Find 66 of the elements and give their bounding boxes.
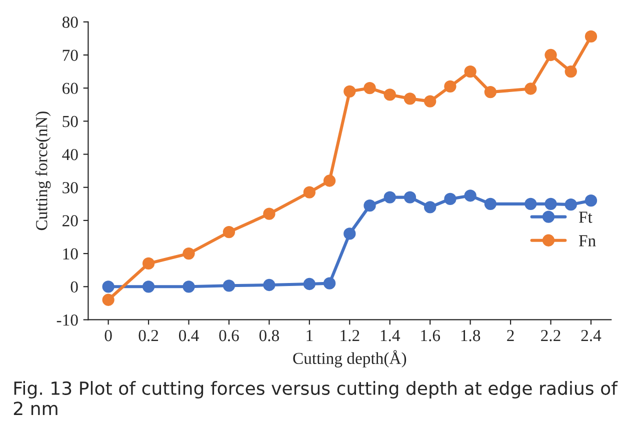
- y-tick-label: 40: [62, 148, 78, 160]
- point: [323, 277, 336, 290]
- point: [364, 199, 376, 212]
- point: [464, 65, 476, 78]
- point: [564, 198, 577, 211]
- y-tick-label: 60: [62, 82, 78, 94]
- point: [142, 257, 155, 270]
- point: [303, 278, 316, 290]
- point: [404, 92, 416, 105]
- y-tick-label: 10: [63, 248, 78, 260]
- y-tick-label: 30: [62, 182, 78, 194]
- point: [142, 280, 155, 293]
- point: [524, 198, 537, 210]
- y-tick-label: 80: [62, 16, 78, 28]
- point: [444, 192, 456, 206]
- y-tick-label: 50: [62, 116, 78, 128]
- x-tick-label: 1.2: [340, 330, 360, 342]
- point: [303, 186, 316, 198]
- x-axis-title: Cutting depth(Å): [293, 350, 406, 368]
- x-tick-label: 0.2: [138, 330, 158, 342]
- point: [182, 280, 195, 293]
- point: [424, 201, 436, 214]
- point: [222, 226, 236, 238]
- point: [424, 95, 436, 108]
- point: [344, 228, 356, 240]
- point: [404, 191, 416, 204]
- point: [222, 280, 236, 292]
- x-tick-label: 1.6: [421, 330, 440, 342]
- point: [584, 194, 598, 207]
- y-tick-label: 70: [62, 50, 78, 61]
- point: [323, 174, 336, 187]
- point: [102, 280, 114, 293]
- y-axis-title: Cutting force(nN): [35, 112, 51, 230]
- x-tick-label: 0.6: [219, 330, 239, 342]
- x-tick-label: 1.8: [461, 330, 480, 342]
- y-tick-label: 20: [62, 215, 78, 226]
- point: [484, 198, 497, 210]
- point: [444, 80, 456, 93]
- point: [384, 191, 396, 204]
- point: [484, 86, 497, 98]
- point: [544, 198, 557, 210]
- point: [344, 85, 356, 98]
- point: [102, 294, 114, 306]
- point: [584, 30, 598, 43]
- x-tick-label: 2.4: [581, 330, 602, 342]
- point: [384, 88, 396, 101]
- x-tick-label: 1: [306, 330, 313, 342]
- point: [182, 247, 195, 260]
- point: [524, 82, 537, 95]
- y-tick-label: -10: [56, 314, 78, 326]
- x-tick-label: 2: [507, 330, 514, 342]
- caption: Fig. 13 Plot of cutting forces versus cutting depth at edge radius of 2 nm: [14, 381, 618, 415]
- point: [564, 65, 577, 78]
- legend-label: Fn: [578, 235, 596, 246]
- x-tick-label: 0.8: [259, 330, 279, 342]
- legend-label: Ft: [578, 212, 592, 223]
- x-tick-label: 2.2: [541, 330, 560, 342]
- point: [544, 48, 557, 62]
- point: [263, 278, 276, 292]
- x-tick-label: 1.4: [380, 330, 400, 342]
- y-tick-label: 0: [70, 281, 78, 293]
- point: [464, 190, 476, 202]
- x-tick-label: 0.4: [178, 330, 199, 342]
- x-tick-label: 0: [104, 330, 112, 342]
- point: [364, 82, 376, 94]
- point: [263, 208, 276, 220]
